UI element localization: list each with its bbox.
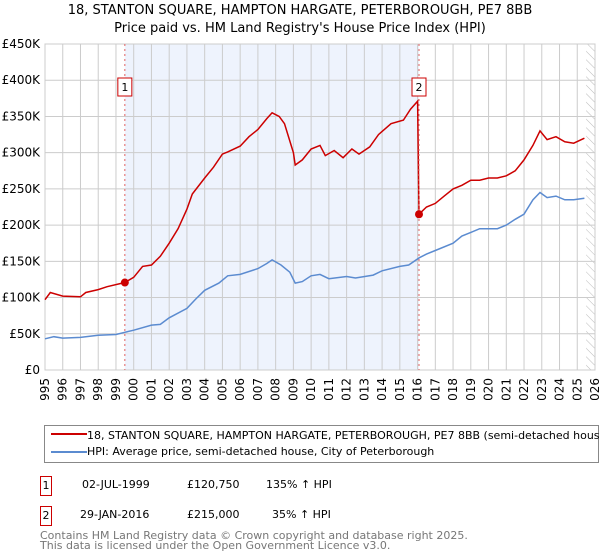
sale-marker-box [411, 77, 427, 97]
footer-licence: This data is licensed under the Open Gov… [40, 539, 391, 552]
sale-marker-box [117, 77, 133, 97]
y-tick-label: £400K [2, 73, 42, 87]
price-chart: 1995 1996 1997 1998 1999 2000 2001 2002 2003 2004… [2, 37, 600, 400]
hatched-future-region [586, 44, 595, 370]
x-tick-label: 2022 [517, 378, 531, 400]
x-tick-label: 2001 [144, 378, 158, 400]
footer: Contains HM Land Registry data © Crown c… [40, 529, 468, 552]
x-tick-label: 2014 [375, 378, 389, 400]
sale-date: 02-JUL-1999 [82, 478, 150, 491]
x-tick-label: 2018 [446, 378, 460, 400]
plot-border [44, 43, 596, 371]
title-line: 18, STANTON SQUARE, HAMPTON HARGATE, PET… [67, 3, 533, 18]
y-tick-label: £50K [9, 327, 41, 341]
y-tick-label: £100K [2, 291, 42, 305]
legend-swatch-property [51, 433, 87, 435]
x-tick-label: 2005 [215, 378, 229, 400]
x-tick-label: 2002 [162, 378, 176, 400]
x-tick-label: 2009 [286, 378, 300, 400]
x-tick-label: 2004 [198, 378, 212, 400]
legend-label-property: 18, STANTON SQUARE, HAMPTON HARGATE, PET… [87, 429, 600, 442]
sale-row: 1 02-JUL-1999 £120,750 135% ↑ HPI [40, 476, 440, 498]
property-price-line [44, 99, 585, 301]
y-tick-label: £450K [2, 37, 42, 51]
sale-date: 29-JAN-2016 [80, 508, 150, 521]
y-tick-label: £300K [2, 146, 42, 160]
sale-price: £120,750 [187, 478, 240, 491]
x-tick-label: 2021 [499, 378, 513, 400]
x-tick-label: 2012 [340, 378, 354, 400]
x-tick-label: 2019 [464, 378, 478, 400]
x-tick-label: 1996 [56, 378, 70, 400]
x-tick-label: 2011 [322, 378, 336, 400]
x-tick-label: 2007 [251, 378, 265, 400]
y-tick-label: £150K [2, 254, 42, 268]
sale-marker-badge: 1 [40, 476, 52, 496]
x-tick-label: 2023 [535, 378, 549, 400]
sale-hpi-delta: 35% ↑ HPI [272, 508, 331, 521]
x-tick-label: 2016 [411, 378, 425, 400]
y-tick-label: £200K [2, 218, 42, 232]
sale-marker-label: 2 [416, 81, 423, 94]
sale-point [415, 210, 423, 219]
sale-hpi-delta: 135% ↑ HPI [266, 478, 332, 491]
sale-row: 2 29-JAN-2016 £215,000 35% ↑ HPI [40, 506, 440, 528]
x-tick-label: 1997 [73, 378, 87, 400]
x-tick-label: 1998 [91, 378, 105, 400]
sale-price: £215,000 [187, 508, 240, 521]
x-tick-label: 2024 [553, 378, 567, 400]
footer-copyright: Contains HM Land Registry data © Crown c… [40, 529, 468, 542]
y-tick-label: £350K [2, 109, 42, 123]
x-tick-label: 1995 [38, 378, 52, 400]
x-tick-label: 2000 [127, 378, 141, 400]
sale-marker-badge: 2 [40, 506, 52, 526]
chart-title: 18, STANTON SQUARE, HAMPTON HARGATE, PET… [0, 2, 600, 38]
legend: 18, STANTON SQUARE, HAMPTON HARGATE, PET… [44, 425, 600, 463]
x-tick-label: 2006 [233, 378, 247, 400]
hpi-line [44, 191, 585, 340]
legend-label-hpi: HPI: Average price, semi-detached house,… [87, 445, 435, 458]
x-tick-label: 2020 [482, 378, 496, 400]
sale-marker-label: 1 [121, 81, 128, 94]
x-tick-label: 2008 [269, 378, 283, 400]
x-tick-label: 1999 [109, 378, 123, 400]
x-tick-label: 2017 [428, 378, 442, 400]
legend-swatch-hpi [51, 451, 87, 453]
y-tick-label: £250K [2, 182, 42, 196]
x-tick-label: 2013 [357, 378, 371, 400]
sale-point [120, 278, 129, 287]
x-tick-label: 2025 [570, 378, 584, 400]
x-tick-label: 2003 [180, 378, 194, 400]
y-tick-label: £0 [25, 363, 40, 377]
subtitle-line: Price paid vs. HM Land Registry's House … [114, 21, 486, 36]
x-tick-label: 2026 [588, 378, 600, 400]
x-tick-label: 2010 [304, 378, 318, 400]
x-tick-label: 2015 [393, 378, 407, 400]
